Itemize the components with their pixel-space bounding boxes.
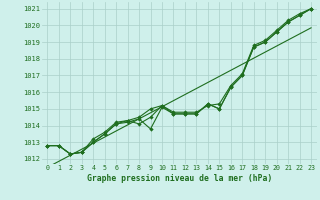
X-axis label: Graphe pression niveau de la mer (hPa): Graphe pression niveau de la mer (hPa) <box>87 174 272 183</box>
